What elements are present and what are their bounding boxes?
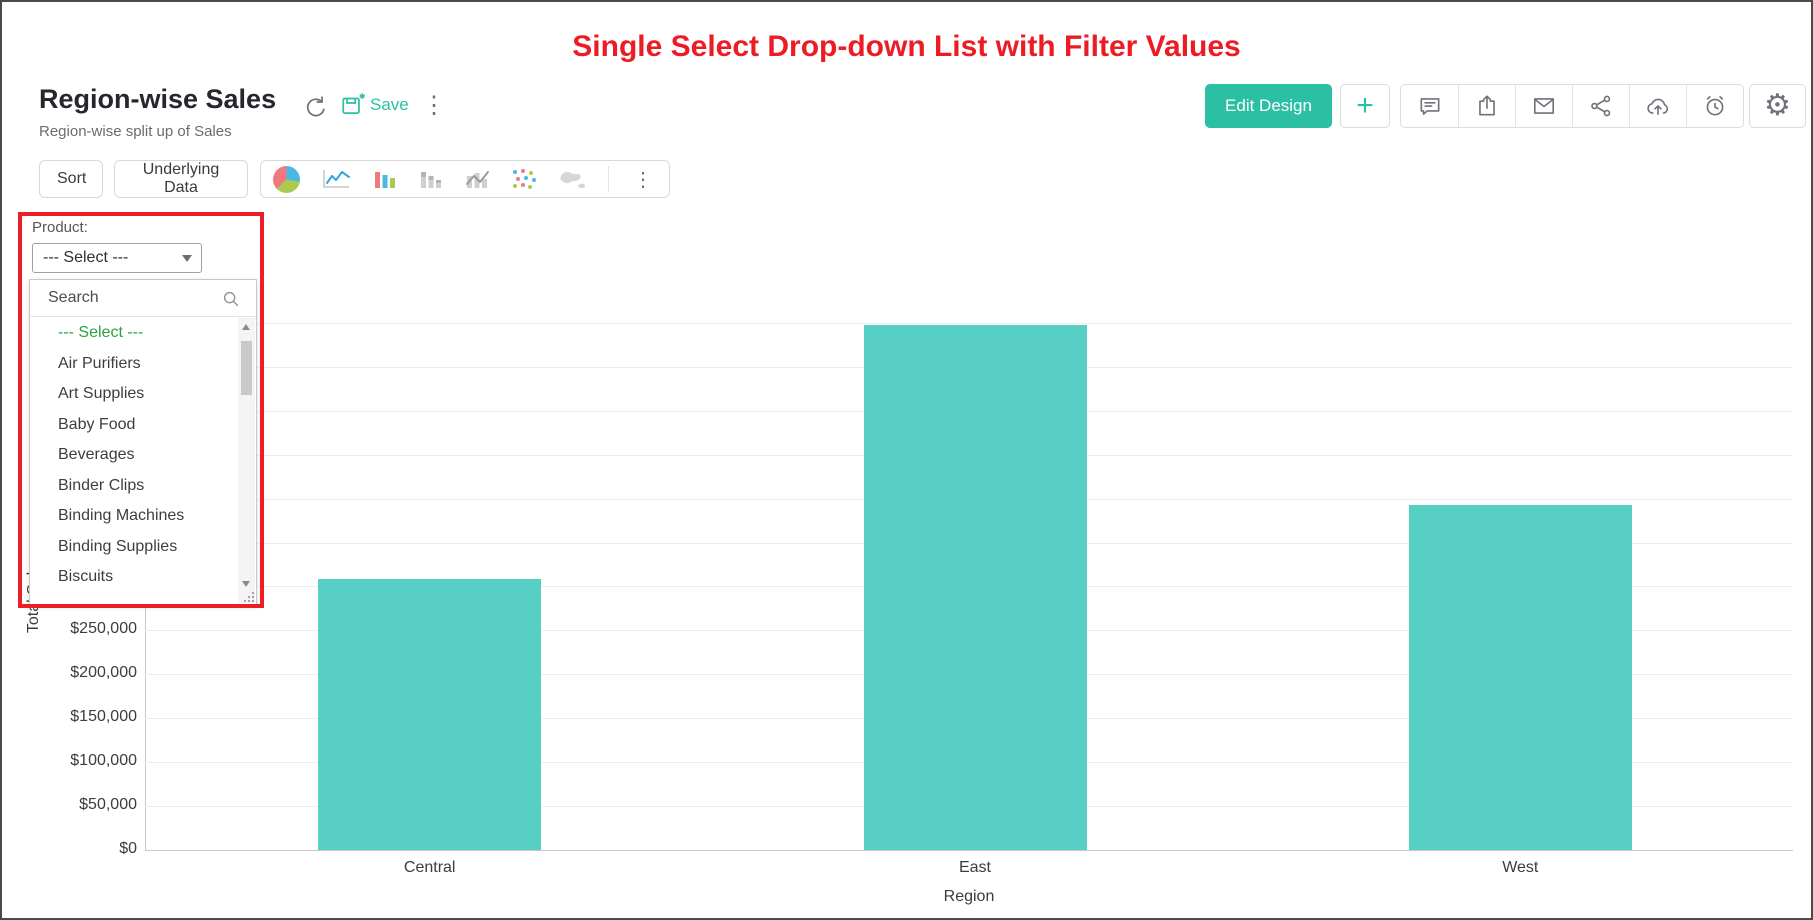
filter-option[interactable]: Binding Machines (58, 507, 185, 524)
scatter-chart-icon[interactable] (510, 166, 538, 192)
save-label: Save (370, 95, 409, 114)
filter-selected-value: --- Select --- (43, 249, 129, 266)
search-icon (223, 291, 239, 307)
settings-button[interactable]: ⚙ (1749, 84, 1806, 128)
filter-select[interactable]: --- Select --- (32, 243, 202, 273)
dropdown-scrollbar[interactable] (238, 318, 255, 603)
bar-central[interactable] (318, 578, 542, 850)
chevron-down-icon (182, 255, 192, 262)
pie-chart-icon[interactable] (273, 165, 300, 193)
email-button[interactable] (1515, 85, 1572, 127)
filter-option[interactable]: Art Supplies (58, 385, 145, 402)
save-button[interactable]: Save (340, 92, 409, 118)
filter-option[interactable]: Beverages (58, 446, 135, 463)
filter-option[interactable]: Binder Clips (58, 476, 145, 494)
export-button[interactable] (1458, 85, 1515, 127)
x-tick-label: East (958, 859, 991, 876)
filter-option[interactable]: Air Purifiers (58, 354, 141, 372)
email-icon (1533, 98, 1555, 114)
x-tick-label: Central (403, 859, 456, 876)
filter-label: Product: (32, 219, 88, 236)
share-icon (1591, 95, 1611, 117)
chart-more-button[interactable]: ⋮ (633, 168, 653, 191)
toolbar-divider (608, 166, 609, 192)
bar-west[interactable] (1408, 504, 1632, 850)
edit-design-button[interactable]: Edit Design (1205, 84, 1332, 128)
comment-icon (1420, 98, 1439, 115)
filter-option[interactable]: Baby Food (58, 415, 136, 433)
filter-option[interactable]: Binding Supplies (58, 537, 178, 555)
header-action-group (1400, 84, 1744, 128)
search-input[interactable] (30, 280, 256, 316)
y-tick-label: $200,000 (70, 664, 137, 682)
y-tick-label: $250,000 (70, 620, 137, 638)
share-button[interactable] (1572, 85, 1629, 127)
filter-option-list: --- Select --- Air Purifiers Art Supplies B… (30, 318, 256, 604)
alarm-button[interactable] (1686, 85, 1743, 127)
filter-search-row (30, 280, 256, 317)
page-subtitle: Region-wise split up of Sales (39, 123, 232, 140)
scroll-up-icon[interactable] (242, 324, 250, 330)
cloud-upload-button[interactable] (1629, 85, 1686, 127)
filter-dropdown-panel: --- Select --- Air Purifiers Art Supplies B… (29, 279, 257, 605)
cloud-upload-icon (1647, 98, 1669, 115)
bar-chart-icon[interactable] (372, 166, 398, 192)
scrollbar-thumb[interactable] (241, 341, 252, 395)
x-axis-title: Region (943, 888, 995, 905)
save-icon (342, 93, 366, 114)
x-tick-label: West (1502, 859, 1539, 876)
y-tick-label: $150,000 (70, 708, 137, 726)
chart-type-toolbar: ⋮ (260, 160, 670, 198)
gridline (145, 322, 1793, 324)
annotation-title: Single Select Drop-down List with Filter… (572, 30, 1241, 63)
alarm-icon (1706, 96, 1724, 116)
line-chart-icon[interactable] (320, 166, 352, 192)
y-tick-label: $50,000 (79, 796, 137, 814)
refresh-icon (306, 96, 325, 117)
refresh-button[interactable] (302, 94, 330, 122)
bar-east[interactable] (863, 324, 1087, 850)
header-more-button[interactable]: ⋮ (422, 92, 446, 119)
y-tick-label: $0 (119, 840, 137, 857)
combo-chart-icon[interactable] (464, 166, 490, 192)
resize-grip-icon[interactable] (241, 589, 256, 604)
map-chart-icon[interactable] (558, 166, 588, 192)
x-axis-line (145, 850, 1793, 851)
gear-icon: ⚙ (1764, 89, 1791, 122)
stacked-bar-chart-icon[interactable] (418, 166, 444, 192)
scroll-down-icon[interactable] (242, 581, 250, 587)
underlying-data-button[interactable]: Underlying Data (114, 160, 248, 198)
add-button[interactable]: + (1340, 84, 1390, 128)
export-icon (1479, 95, 1495, 116)
filter-option[interactable]: Biscuits (58, 568, 114, 585)
sort-button[interactable]: Sort (39, 160, 103, 198)
comment-button[interactable] (1401, 85, 1458, 127)
y-tick-label: $100,000 (70, 752, 137, 770)
filter-option[interactable]: --- Select --- (58, 324, 144, 341)
page-title: Region-wise Sales (39, 84, 277, 114)
